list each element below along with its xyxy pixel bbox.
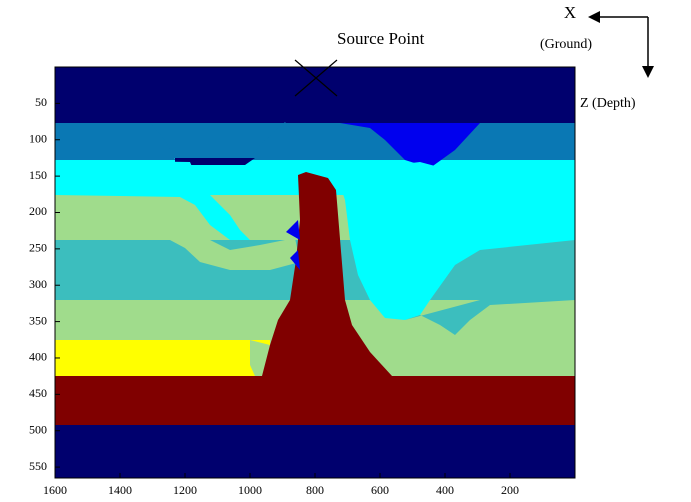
direction-arrows [588, 11, 654, 78]
y-tick-label: 400 [29, 350, 47, 364]
x-tick-label: 400 [436, 483, 454, 497]
y-tick-label: 550 [29, 459, 47, 473]
page: {"chart_data": {"type": "model", "annota… [0, 0, 691, 502]
y-tick-label: 500 [29, 422, 47, 436]
y-tick-label: 350 [29, 313, 47, 327]
arrow-head [588, 11, 600, 23]
x-tick-label: 1000 [238, 483, 262, 497]
y-tick-label: 100 [29, 131, 47, 145]
annotation: X [564, 3, 576, 22]
x-tick-label: 1200 [173, 483, 197, 497]
y-tick-label: 150 [29, 168, 47, 182]
x-tick-label: 1400 [108, 483, 132, 497]
annotation: Z (Depth) [580, 96, 636, 111]
y-tick-label: 300 [29, 277, 47, 291]
x-tick-label: 1600 [43, 483, 67, 497]
chart: 1600 1400 1200 1000 800 600 400 200 50 100 150 200 2… [0, 0, 691, 502]
annotation: (Ground) [540, 37, 592, 52]
x-tick-label: 200 [501, 483, 519, 497]
y-tick-label: 250 [29, 241, 47, 255]
model-layers [55, 67, 575, 478]
x-tick-label: 600 [371, 483, 389, 497]
y-tick-label: 450 [29, 386, 47, 400]
layer [55, 340, 270, 376]
annotation: Source Point [337, 29, 425, 48]
x-tick-label: 800 [306, 483, 324, 497]
y-tick-label: 50 [35, 95, 47, 109]
y-tick-label: 200 [29, 204, 47, 218]
arrow-head [642, 66, 654, 78]
